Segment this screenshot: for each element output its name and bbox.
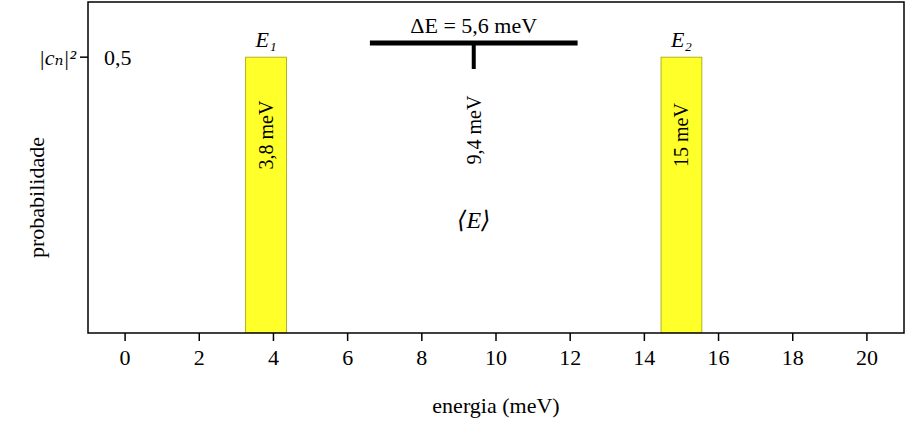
x-tick-label: 4 xyxy=(268,345,279,370)
x-tick xyxy=(644,333,646,341)
bar xyxy=(661,57,702,333)
x-tick xyxy=(495,333,497,341)
bars xyxy=(246,57,702,333)
x-tick-label: 2 xyxy=(194,345,205,370)
x-tick-label: 8 xyxy=(416,345,427,370)
x-tick xyxy=(199,333,201,341)
bar-x-label: 3,8 meV xyxy=(255,100,277,169)
chart: 0 2 4 6 8 10 12 14 16 18 20 0,5 |cₙ|² energia (meV) pr… xyxy=(0,0,907,428)
x-label: energia (meV) xyxy=(432,393,559,418)
x-tick xyxy=(866,333,868,341)
y-label: probabilidade xyxy=(24,137,49,258)
mean-value-label: 9,4 meV xyxy=(463,95,485,164)
y-symbol: |cₙ|² xyxy=(39,45,77,70)
x-tick-label: 10 xyxy=(485,345,507,370)
y-tick-label: 0,5 xyxy=(104,45,132,70)
x-tick xyxy=(792,333,794,341)
delta-e-label: ΔE = 5,6 meV xyxy=(410,13,537,38)
x-tick-label: 20 xyxy=(856,345,878,370)
x-tick-label: 14 xyxy=(633,345,655,370)
category-label: E₁ xyxy=(254,27,276,52)
x-tick-label: 12 xyxy=(559,345,581,370)
x-tick xyxy=(124,333,126,341)
frame xyxy=(88,2,904,333)
x-tick-label: 6 xyxy=(342,345,353,370)
mean-symbol: ⟨E⟩ xyxy=(457,207,490,233)
x-tick-label: 0 xyxy=(120,345,131,370)
x-tick xyxy=(347,333,349,341)
x-tick-label: 18 xyxy=(782,345,804,370)
x-tick xyxy=(718,333,720,341)
x-tick xyxy=(421,333,423,341)
bar xyxy=(246,57,287,333)
category-label: E₂ xyxy=(670,27,692,52)
mean-marker xyxy=(472,43,476,69)
bar-x-label: 15 meV xyxy=(670,103,692,167)
y-tick xyxy=(80,56,88,58)
x-tick-label: 16 xyxy=(708,345,730,370)
x-tick xyxy=(569,333,571,341)
x-tick xyxy=(273,333,275,341)
